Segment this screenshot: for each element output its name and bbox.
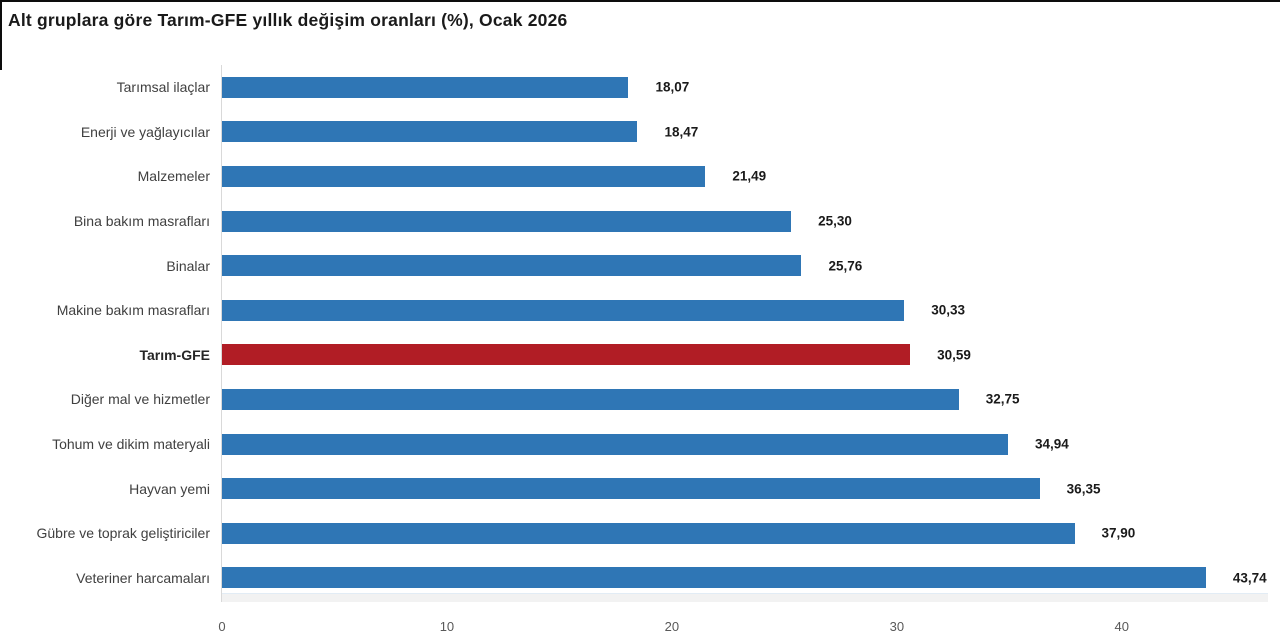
bar-track: 21,49 [222, 165, 1280, 187]
category-label: Diğer mal ve hizmetler [70, 391, 210, 408]
bar-row: Gübre ve toprak geliştiriciler 37,90 [0, 511, 1280, 556]
bar [222, 567, 1206, 589]
bar [222, 299, 905, 321]
bar-row: Enerji ve yağlayıcılar 18,47 [0, 110, 1280, 155]
y-axis-line [221, 65, 222, 602]
bar [222, 344, 911, 366]
bar [222, 121, 638, 143]
category-label: Tarımsal ilaçlar [116, 79, 210, 96]
bar [222, 478, 1040, 500]
category-label: Enerji ve yağlayıcılar [80, 123, 210, 140]
bar [222, 522, 1075, 544]
category-label: Makine bakım masrafları [56, 302, 210, 319]
bar [222, 388, 959, 410]
category-label: Binalar [166, 257, 210, 274]
x-tick-label: 0 [218, 619, 226, 634]
bar-row: Tohum ve dikim materyali 34,94 [0, 422, 1280, 467]
bar-row: Bina bakım masrafları 25,30 [0, 199, 1280, 244]
value-label: 30,33 [931, 302, 966, 318]
category-label: Hayvan yemi [129, 480, 210, 497]
value-label: 30,59 [937, 347, 971, 363]
bar-track: 37,90 [222, 522, 1280, 544]
bar-track: 36,35 [222, 478, 1280, 500]
bar-track: 30,59 [222, 344, 1280, 366]
value-label: 37,90 [1101, 525, 1136, 541]
bar [222, 210, 792, 232]
bar-track: 34,94 [222, 433, 1280, 455]
category-label: Malzemeler [137, 168, 210, 185]
bar-rows: Tarımsal ilaçlar 18,07 Enerji ve yağlayı… [0, 65, 1280, 600]
bar-row: Veteriner harcamaları 43,74 [0, 556, 1280, 601]
x-tick-label: 20 [664, 619, 680, 634]
value-label: 36,35 [1066, 481, 1101, 497]
window-top-border [0, 0, 1280, 2]
bar [222, 255, 802, 277]
value-label: 43,74 [1232, 570, 1267, 586]
bar-row: Makine bakım masrafları 30,33 [0, 288, 1280, 333]
value-label: 21,49 [732, 168, 767, 184]
chart-title: Alt gruplara göre Tarım-GFE yıllık değiş… [8, 10, 568, 30]
value-label: 34,94 [1034, 436, 1069, 452]
value-label: 32,75 [985, 391, 1020, 407]
x-tick-label: 10 [439, 619, 455, 634]
bar-row: Tarım-GFE 30,59 [0, 333, 1280, 378]
bar-track: 18,47 [222, 121, 1280, 143]
category-label: Tarım-GFE [139, 346, 210, 363]
bar-track: 18,07 [222, 76, 1280, 98]
window-left-border [0, 0, 2, 70]
value-label: 25,30 [818, 213, 852, 229]
bar-row: Hayvan yemi 36,35 [0, 466, 1280, 511]
x-axis-ticks: 0 10 20 30 40 [0, 619, 1280, 637]
category-label: Bina bakım masrafları [73, 213, 210, 230]
bar-track: 25,76 [222, 255, 1280, 277]
bar-track: 32,75 [222, 388, 1280, 410]
bar-row: Diğer mal ve hizmetler 32,75 [0, 377, 1280, 422]
value-label: 18,07 [655, 79, 690, 95]
value-label: 18,47 [664, 124, 699, 140]
bar [222, 433, 1008, 455]
bar-row: Tarımsal ilaçlar 18,07 [0, 65, 1280, 110]
x-tick-label: 40 [1114, 619, 1130, 634]
bar-track: 30,33 [222, 299, 1280, 321]
category-label: Tohum ve dikim materyali [52, 436, 210, 453]
value-label: 25,76 [828, 258, 863, 274]
category-label: Veteriner harcamaları [76, 569, 210, 586]
bar-row: Malzemeler 21,49 [0, 154, 1280, 199]
bar-track: 25,30 [222, 210, 1280, 232]
bar-row: Binalar 25,76 [0, 243, 1280, 288]
bar [222, 76, 629, 98]
x-axis-baseline-band [222, 593, 1268, 602]
bar [222, 165, 706, 187]
x-tick-label: 30 [889, 619, 905, 634]
category-label: Gübre ve toprak geliştiriciler [36, 525, 210, 542]
bar-track: 43,74 [222, 567, 1280, 589]
